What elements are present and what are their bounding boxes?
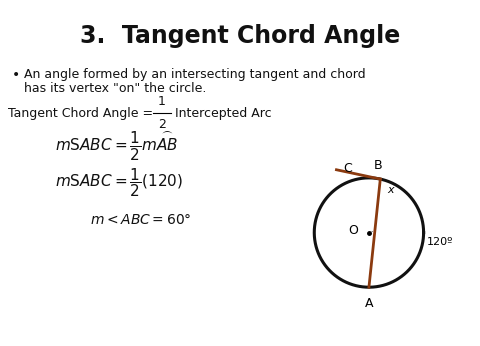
Text: $m{<}\mathit{ABC} = 60°$: $m{<}\mathit{ABC} = 60°$ [90, 213, 192, 227]
Text: 120º: 120º [426, 237, 453, 247]
Text: Tangent Chord Angle =: Tangent Chord Angle = [8, 107, 153, 119]
Text: Intercepted Arc: Intercepted Arc [175, 107, 272, 119]
Text: x: x [387, 185, 394, 195]
Text: A: A [365, 297, 373, 310]
Text: $m\mathsf{S}\mathit{ABC} = \dfrac{1}{2}(120)$: $m\mathsf{S}\mathit{ABC} = \dfrac{1}{2}(… [55, 167, 183, 199]
Text: 1: 1 [158, 95, 166, 108]
Text: 3.  Tangent Chord Angle: 3. Tangent Chord Angle [80, 24, 400, 48]
Text: An angle formed by an intersecting tangent and chord: An angle formed by an intersecting tange… [24, 68, 366, 81]
Text: •: • [12, 68, 20, 82]
Text: .: . [371, 227, 373, 233]
Text: $m\mathsf{S}\mathit{ABC} = \dfrac{1}{2}m\overset{\frown}{AB}$: $m\mathsf{S}\mathit{ABC} = \dfrac{1}{2}m… [55, 129, 178, 163]
Text: C: C [343, 162, 352, 175]
Text: O: O [348, 224, 359, 237]
Text: has its vertex "on" the circle.: has its vertex "on" the circle. [24, 82, 206, 95]
Text: 2: 2 [158, 118, 166, 131]
Text: B: B [373, 159, 382, 172]
